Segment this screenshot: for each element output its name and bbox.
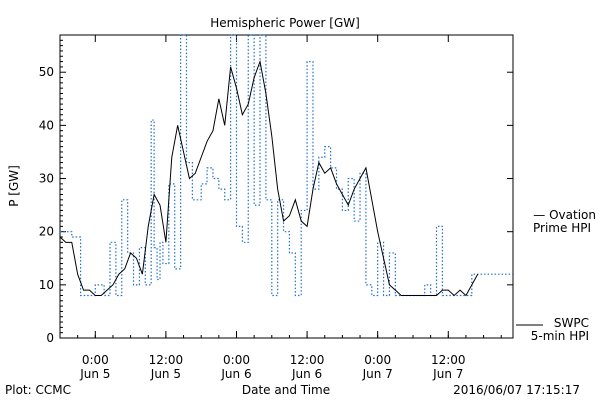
x-tick-label-time: 12:00: [290, 353, 325, 367]
x-tick-label-time: 12:00: [431, 353, 466, 367]
footer-plot-credit: Plot: CCMC: [5, 383, 71, 397]
legend-ovation-line1: — Ovation: [533, 208, 596, 222]
x-tick-label-time: 0:00: [364, 353, 391, 367]
y-tick-label: 20: [39, 225, 54, 239]
y-tick-label: 30: [39, 172, 54, 186]
x-tick-label-time: 0:00: [82, 353, 109, 367]
chart-title: Hemispheric Power [GW]: [210, 16, 360, 30]
legend-swpc-line1: SWPC: [554, 316, 589, 330]
x-tick-label-date: Jun 5: [150, 367, 181, 381]
y-axis: 0 10 20 30 40 50: [39, 39, 513, 345]
x-tick-label-time: 12:00: [149, 353, 184, 367]
legend-swpc-line2: 5-min HPI: [531, 329, 589, 343]
x-tick-label-date: Jun 5: [79, 367, 110, 381]
series-line-ovation-prime-hpi: [60, 34, 513, 297]
y-tick-label: 40: [39, 118, 54, 132]
x-tick-label-time: 0:00: [223, 353, 250, 367]
series-layer: [59, 34, 513, 297]
footer-timestamp: 2016/06/07 17:15:17: [453, 383, 580, 397]
x-tick-label-date: Jun 7: [362, 367, 393, 381]
y-tick-label: 10: [39, 278, 54, 292]
y-axis-label: P [GW]: [7, 165, 21, 207]
y-tick-label: 0: [46, 331, 54, 345]
plot-frame: [59, 34, 514, 339]
y-tick-label: 50: [39, 65, 54, 79]
x-tick-label-date: Jun 6: [220, 367, 251, 381]
x-axis-label: Date and Time: [242, 383, 330, 397]
legend-ovation-line2: Prime HPI: [533, 221, 591, 235]
series-line-swpc-5min-hpi: [59, 59, 479, 297]
x-tick-label-date: Jun 7: [432, 367, 463, 381]
x-tick-label-date: Jun 6: [291, 367, 322, 381]
